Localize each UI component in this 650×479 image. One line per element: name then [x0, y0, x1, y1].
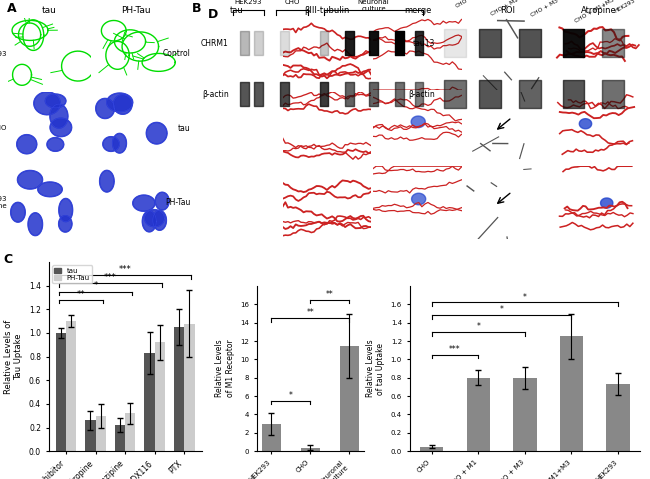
Text: *: *	[476, 322, 480, 331]
Polygon shape	[579, 119, 592, 129]
Bar	[407, 189, 431, 208]
Text: Control: Control	[162, 49, 190, 58]
Bar	[125, 413, 135, 451]
Text: A: A	[6, 2, 16, 15]
Polygon shape	[112, 133, 127, 153]
Legend: tau, PH-Tau: tau, PH-Tau	[52, 265, 92, 283]
Text: PH-Tau: PH-Tau	[121, 6, 151, 15]
Text: ***: ***	[449, 345, 461, 354]
Polygon shape	[47, 137, 64, 151]
Text: merge: merge	[404, 6, 432, 15]
Polygon shape	[113, 95, 132, 114]
Text: βIII-tubulin: βIII-tubulin	[305, 6, 350, 15]
Polygon shape	[17, 135, 37, 154]
Polygon shape	[146, 122, 167, 144]
Bar	[96, 416, 106, 451]
Bar	[261, 424, 281, 451]
Text: HEK293: HEK293	[0, 51, 6, 57]
Text: β-actin: β-actin	[408, 90, 435, 99]
Text: PH-Tau: PH-Tau	[165, 198, 190, 207]
Text: **: **	[326, 290, 333, 299]
Bar	[300, 447, 320, 451]
Polygon shape	[10, 202, 25, 222]
Text: HEK293: HEK293	[235, 0, 263, 5]
Bar	[85, 421, 96, 451]
Text: *: *	[500, 306, 504, 314]
Polygon shape	[601, 198, 613, 208]
Polygon shape	[50, 118, 72, 137]
Text: CHO: CHO	[454, 0, 469, 9]
Polygon shape	[58, 198, 73, 222]
Polygon shape	[153, 210, 166, 230]
Text: Atropine: Atropine	[580, 6, 616, 15]
Polygon shape	[133, 195, 155, 211]
Bar	[407, 112, 430, 131]
Bar	[402, 43, 433, 65]
Text: CHO + M1+M3: CHO + M1+M3	[573, 0, 615, 24]
Bar	[115, 425, 125, 451]
Text: **: **	[77, 290, 85, 299]
Text: tau: tau	[230, 6, 244, 15]
Y-axis label: Relative Levels
of M1 Receptor: Relative Levels of M1 Receptor	[215, 340, 235, 398]
Polygon shape	[99, 171, 114, 192]
Text: HEK293
Plus atropine: HEK293 Plus atropine	[0, 196, 6, 209]
Bar	[606, 384, 630, 451]
Text: tau: tau	[177, 124, 190, 133]
Bar	[340, 346, 359, 451]
Polygon shape	[103, 137, 119, 151]
Polygon shape	[96, 98, 114, 119]
Text: CHO: CHO	[285, 0, 300, 5]
Text: *: *	[94, 281, 98, 290]
Text: tau: tau	[42, 6, 57, 15]
Polygon shape	[411, 193, 426, 205]
Polygon shape	[18, 171, 43, 189]
Text: D: D	[208, 8, 218, 21]
Polygon shape	[38, 182, 62, 197]
Text: *: *	[523, 293, 526, 302]
Bar	[560, 336, 583, 451]
Polygon shape	[58, 216, 72, 232]
Text: C: C	[3, 252, 12, 265]
Text: CHO + M1: CHO + M1	[490, 0, 519, 17]
Text: β-actin: β-actin	[202, 90, 229, 99]
Polygon shape	[155, 192, 169, 210]
Polygon shape	[28, 213, 43, 236]
Polygon shape	[144, 210, 164, 227]
Text: ***: ***	[119, 265, 131, 274]
Polygon shape	[142, 211, 156, 232]
Text: *: *	[289, 391, 292, 400]
Text: **: **	[307, 308, 314, 317]
Y-axis label: Relative Levels
of tau Uptake: Relative Levels of tau Uptake	[366, 340, 385, 398]
Bar	[155, 342, 165, 451]
Text: CHO + M3: CHO + M3	[530, 0, 559, 17]
Text: Neuronal
culture: Neuronal culture	[358, 0, 389, 11]
Bar	[420, 446, 443, 451]
Text: CHO: CHO	[0, 125, 6, 131]
Bar	[174, 327, 184, 451]
Bar	[144, 353, 155, 451]
Polygon shape	[34, 92, 60, 115]
Text: HEK293: HEK293	[613, 0, 636, 14]
Polygon shape	[107, 93, 133, 112]
Text: ***: ***	[104, 273, 117, 282]
Bar	[184, 323, 194, 451]
Polygon shape	[50, 104, 68, 128]
Text: B: B	[192, 2, 202, 15]
Bar	[467, 378, 490, 451]
Bar	[514, 378, 536, 451]
Polygon shape	[46, 94, 66, 108]
Text: CHRM1: CHRM1	[201, 39, 229, 48]
Y-axis label: Relative Levels of
Tau Uptake: Relative Levels of Tau Uptake	[4, 319, 23, 394]
Bar	[66, 321, 77, 451]
Bar	[56, 333, 66, 451]
Text: tau13: tau13	[412, 39, 435, 48]
Polygon shape	[411, 116, 425, 127]
Text: ROI: ROI	[500, 6, 515, 15]
